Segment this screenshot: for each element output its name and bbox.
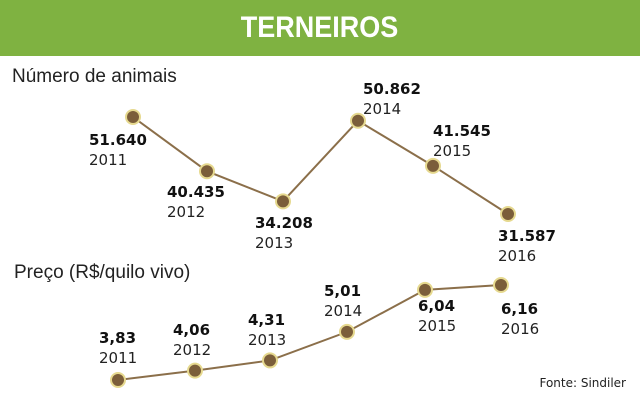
animals-series-line (132, 116, 509, 215)
animals-year-label-2016: 2016 (498, 247, 536, 265)
chart-title-price: Preço (R$/quilo vivo) (14, 262, 190, 283)
animals-point-2012 (199, 163, 215, 180)
animals-point-2016 (500, 206, 516, 222)
price-value-label-2015: 6,04 (418, 297, 455, 315)
price-year-label-2012: 2012 (173, 341, 211, 359)
animals-value-label-2012: 40.435 (167, 183, 225, 201)
price-point-2016 (493, 277, 509, 293)
price-year-label-2015: 2015 (418, 317, 456, 335)
animals-year-label-2012: 2012 (167, 203, 205, 221)
animals-point-2015 (425, 157, 441, 174)
animals-value-label-2011: 51.640 (89, 131, 147, 149)
animals-year-label-2015: 2015 (433, 142, 471, 160)
price-point-2012 (187, 362, 203, 379)
price-value-label-2011: 3,83 (99, 329, 136, 347)
price-year-label-2014: 2014 (324, 302, 362, 320)
chart-price: 3,83 2011 4,06 2012 4,31 2013 5,01 2014 6,04 2015… (99, 277, 539, 388)
price-point-2013 (262, 352, 278, 369)
price-value-label-2014: 5,01 (324, 282, 361, 300)
price-year-label-2013: 2013 (248, 331, 286, 349)
page-title: TERNEIROS (241, 11, 399, 44)
source-note: Fonte: Sindiler (539, 376, 626, 390)
chart-animals: 51.640 2011 40.435 2012 34.208 2013 50.862 2014… (89, 80, 556, 265)
price-point-2014 (339, 323, 355, 340)
animals-year-label-2014: 2014 (363, 100, 401, 118)
animals-point-2011 (125, 109, 141, 125)
price-year-label-2016: 2016 (501, 320, 539, 338)
animals-value-label-2014: 50.862 (363, 80, 421, 98)
animals-point-2013 (275, 193, 291, 210)
price-value-label-2016: 6,16 (501, 300, 538, 318)
animals-value-label-2015: 41.545 (433, 122, 491, 140)
chart-title-animals: Número de animais (12, 66, 177, 87)
animals-year-label-2011: 2011 (89, 151, 127, 169)
animals-value-label-2013: 34.208 (255, 214, 313, 232)
header-banner: TERNEIROS (0, 0, 640, 56)
price-point-2011 (110, 372, 126, 388)
animals-year-label-2013: 2013 (255, 234, 293, 252)
animals-value-label-2016: 31.587 (498, 227, 556, 245)
price-series-line (117, 284, 502, 381)
price-year-label-2011: 2011 (99, 349, 137, 367)
price-value-label-2012: 4,06 (173, 321, 210, 339)
price-point-2015 (417, 281, 433, 298)
animals-point-2014 (350, 112, 366, 129)
price-value-label-2013: 4,31 (248, 311, 285, 329)
